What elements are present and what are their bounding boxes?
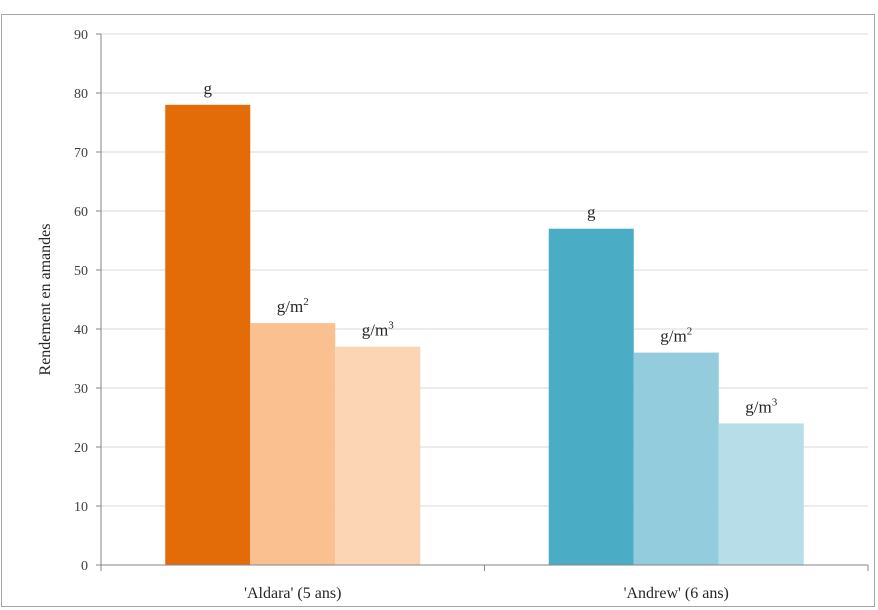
axes bbox=[96, 33, 869, 571]
bar bbox=[165, 104, 251, 566]
bar-unit-label: g/m2 bbox=[660, 326, 692, 346]
bar-unit-label: g/m2 bbox=[277, 296, 309, 316]
y-axis-title: Rendement en amandes bbox=[37, 224, 54, 376]
x-category-label: 'Aldara' (5 ans) bbox=[244, 585, 341, 602]
y-tick-label: 50 bbox=[74, 264, 88, 279]
y-tick-label: 90 bbox=[74, 28, 88, 43]
bar-unit-label: g bbox=[204, 79, 213, 98]
bar bbox=[335, 346, 421, 565]
bar bbox=[548, 228, 634, 565]
y-tick-label: 80 bbox=[74, 87, 88, 102]
y-tick-label: 20 bbox=[74, 441, 88, 456]
bars bbox=[165, 104, 804, 566]
bar bbox=[718, 423, 804, 565]
y-tick-label: 60 bbox=[74, 205, 88, 220]
bar-unit-label: g bbox=[587, 203, 596, 222]
y-tick-label: 0 bbox=[81, 559, 88, 574]
y-tick-label: 40 bbox=[74, 323, 88, 338]
bar bbox=[633, 352, 719, 565]
bar-unit-label: g/m3 bbox=[745, 396, 777, 416]
y-tick-label: 10 bbox=[74, 500, 88, 515]
x-category-label: 'Andrew' (6 ans) bbox=[624, 585, 729, 602]
labels: 0 10 20 30 40 50 60 70 80 90 Rendement en amandes g… bbox=[37, 28, 778, 602]
y-tick-label: 70 bbox=[74, 146, 88, 161]
y-tick-label: 30 bbox=[74, 382, 88, 397]
bar-unit-label: g/m3 bbox=[362, 320, 394, 340]
bar bbox=[250, 323, 336, 565]
